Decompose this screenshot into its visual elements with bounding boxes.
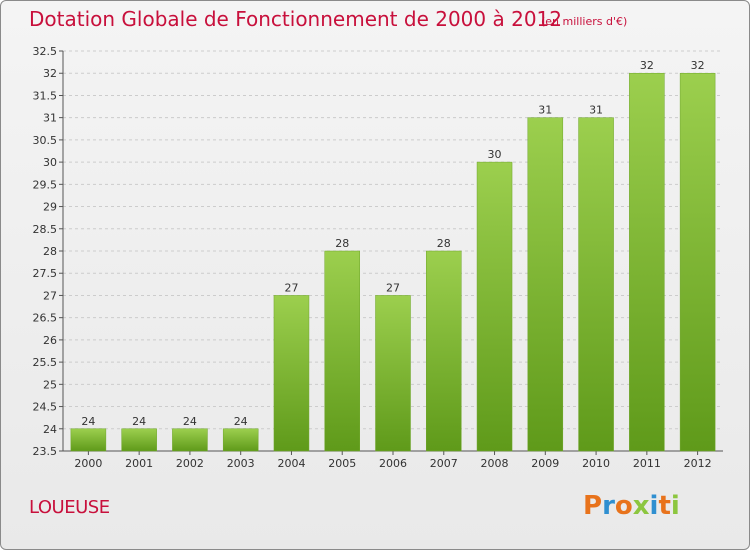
value-label-2009: 31 bbox=[538, 104, 552, 117]
value-label-2006: 27 bbox=[386, 281, 400, 294]
y-tick-label: 31.5 bbox=[33, 89, 58, 102]
bar-2002 bbox=[172, 428, 208, 452]
y-tick-label: 27 bbox=[43, 289, 57, 302]
chart-title: Dotation Globale de Fonctionnement de 20… bbox=[29, 7, 562, 31]
bar-2012 bbox=[679, 72, 716, 452]
value-label-2000: 24 bbox=[81, 415, 95, 428]
x-tick-label-2000: 2000 bbox=[74, 457, 102, 470]
bar-2009 bbox=[527, 117, 564, 452]
value-label-2003: 24 bbox=[234, 415, 248, 428]
y-tick-label: 28 bbox=[43, 245, 57, 258]
y-tick-label: 26.5 bbox=[33, 312, 58, 325]
y-tick-label: 29 bbox=[43, 201, 57, 214]
logo-letter: o bbox=[614, 491, 633, 521]
value-label-2008: 30 bbox=[488, 148, 502, 161]
logo-letter: i bbox=[649, 491, 659, 521]
proxiti-logo[interactable]: Proxiti bbox=[583, 491, 680, 521]
y-tick-label: 23.5 bbox=[33, 445, 58, 458]
bar-2006 bbox=[375, 295, 411, 452]
y-tick-label: 31 bbox=[43, 112, 57, 125]
logo-letter: i bbox=[670, 491, 680, 521]
y-tick-label: 27.5 bbox=[33, 267, 58, 280]
bar-2004 bbox=[273, 295, 310, 452]
y-tick-label: 25.5 bbox=[33, 356, 58, 369]
x-tick-label-2004: 2004 bbox=[277, 457, 305, 470]
bar-2003 bbox=[222, 428, 259, 452]
bar-2011 bbox=[629, 72, 665, 452]
x-tick-label-2007: 2007 bbox=[430, 457, 458, 470]
y-tick-label: 25 bbox=[43, 378, 57, 391]
commune-name: LOUEUSE bbox=[29, 497, 110, 518]
y-tick-label: 32 bbox=[43, 67, 57, 80]
x-tick-label-2009: 2009 bbox=[531, 457, 559, 470]
x-tick-label-2001: 2001 bbox=[125, 457, 153, 470]
data-labels: 24 24 24 24 27 28 27 28 30 31 31 32 32 bbox=[81, 59, 704, 428]
x-tick-label-2005: 2005 bbox=[328, 457, 356, 470]
logo-letter: P bbox=[583, 491, 603, 521]
value-label-2010: 31 bbox=[589, 104, 603, 117]
bar-2005 bbox=[324, 250, 360, 452]
y-tick-label: 26 bbox=[43, 334, 57, 347]
y-tick-label: 29.5 bbox=[33, 178, 58, 191]
bar-2000 bbox=[70, 428, 107, 452]
x-tick-label-2010: 2010 bbox=[582, 457, 610, 470]
value-label-2011: 32 bbox=[640, 59, 654, 72]
y-tick-label: 32.5 bbox=[33, 45, 58, 58]
bar-2010 bbox=[578, 117, 614, 452]
x-tick-label-2002: 2002 bbox=[176, 457, 204, 470]
bar-2008 bbox=[476, 161, 513, 452]
value-label-2007: 28 bbox=[437, 237, 451, 250]
x-tick-label-2006: 2006 bbox=[379, 457, 407, 470]
bars bbox=[70, 72, 716, 452]
value-label-2012: 32 bbox=[691, 59, 705, 72]
y-tick-label: 30 bbox=[43, 156, 57, 169]
x-tick-label-2008: 2008 bbox=[481, 457, 509, 470]
x-tick-label-2003: 2003 bbox=[227, 457, 255, 470]
logo-letter: x bbox=[632, 491, 650, 521]
value-label-2002: 24 bbox=[183, 415, 197, 428]
logo-letter: r bbox=[602, 491, 615, 521]
y-tick-label: 28.5 bbox=[33, 223, 58, 236]
chart-unit: (en milliers d'€) bbox=[541, 15, 628, 28]
value-label-2005: 28 bbox=[335, 237, 349, 250]
x-tick-label-2011: 2011 bbox=[633, 457, 661, 470]
bar-2007 bbox=[426, 250, 462, 452]
y-tick-label: 30.5 bbox=[33, 134, 58, 147]
logo-letter: t bbox=[658, 491, 671, 521]
y-tick-label: 24.5 bbox=[33, 401, 58, 414]
value-label-2001: 24 bbox=[132, 415, 146, 428]
bar-2001 bbox=[121, 428, 157, 452]
y-tick-label: 24 bbox=[43, 423, 57, 436]
value-label-2004: 27 bbox=[284, 281, 298, 294]
x-tick-label-2012: 2012 bbox=[684, 457, 712, 470]
